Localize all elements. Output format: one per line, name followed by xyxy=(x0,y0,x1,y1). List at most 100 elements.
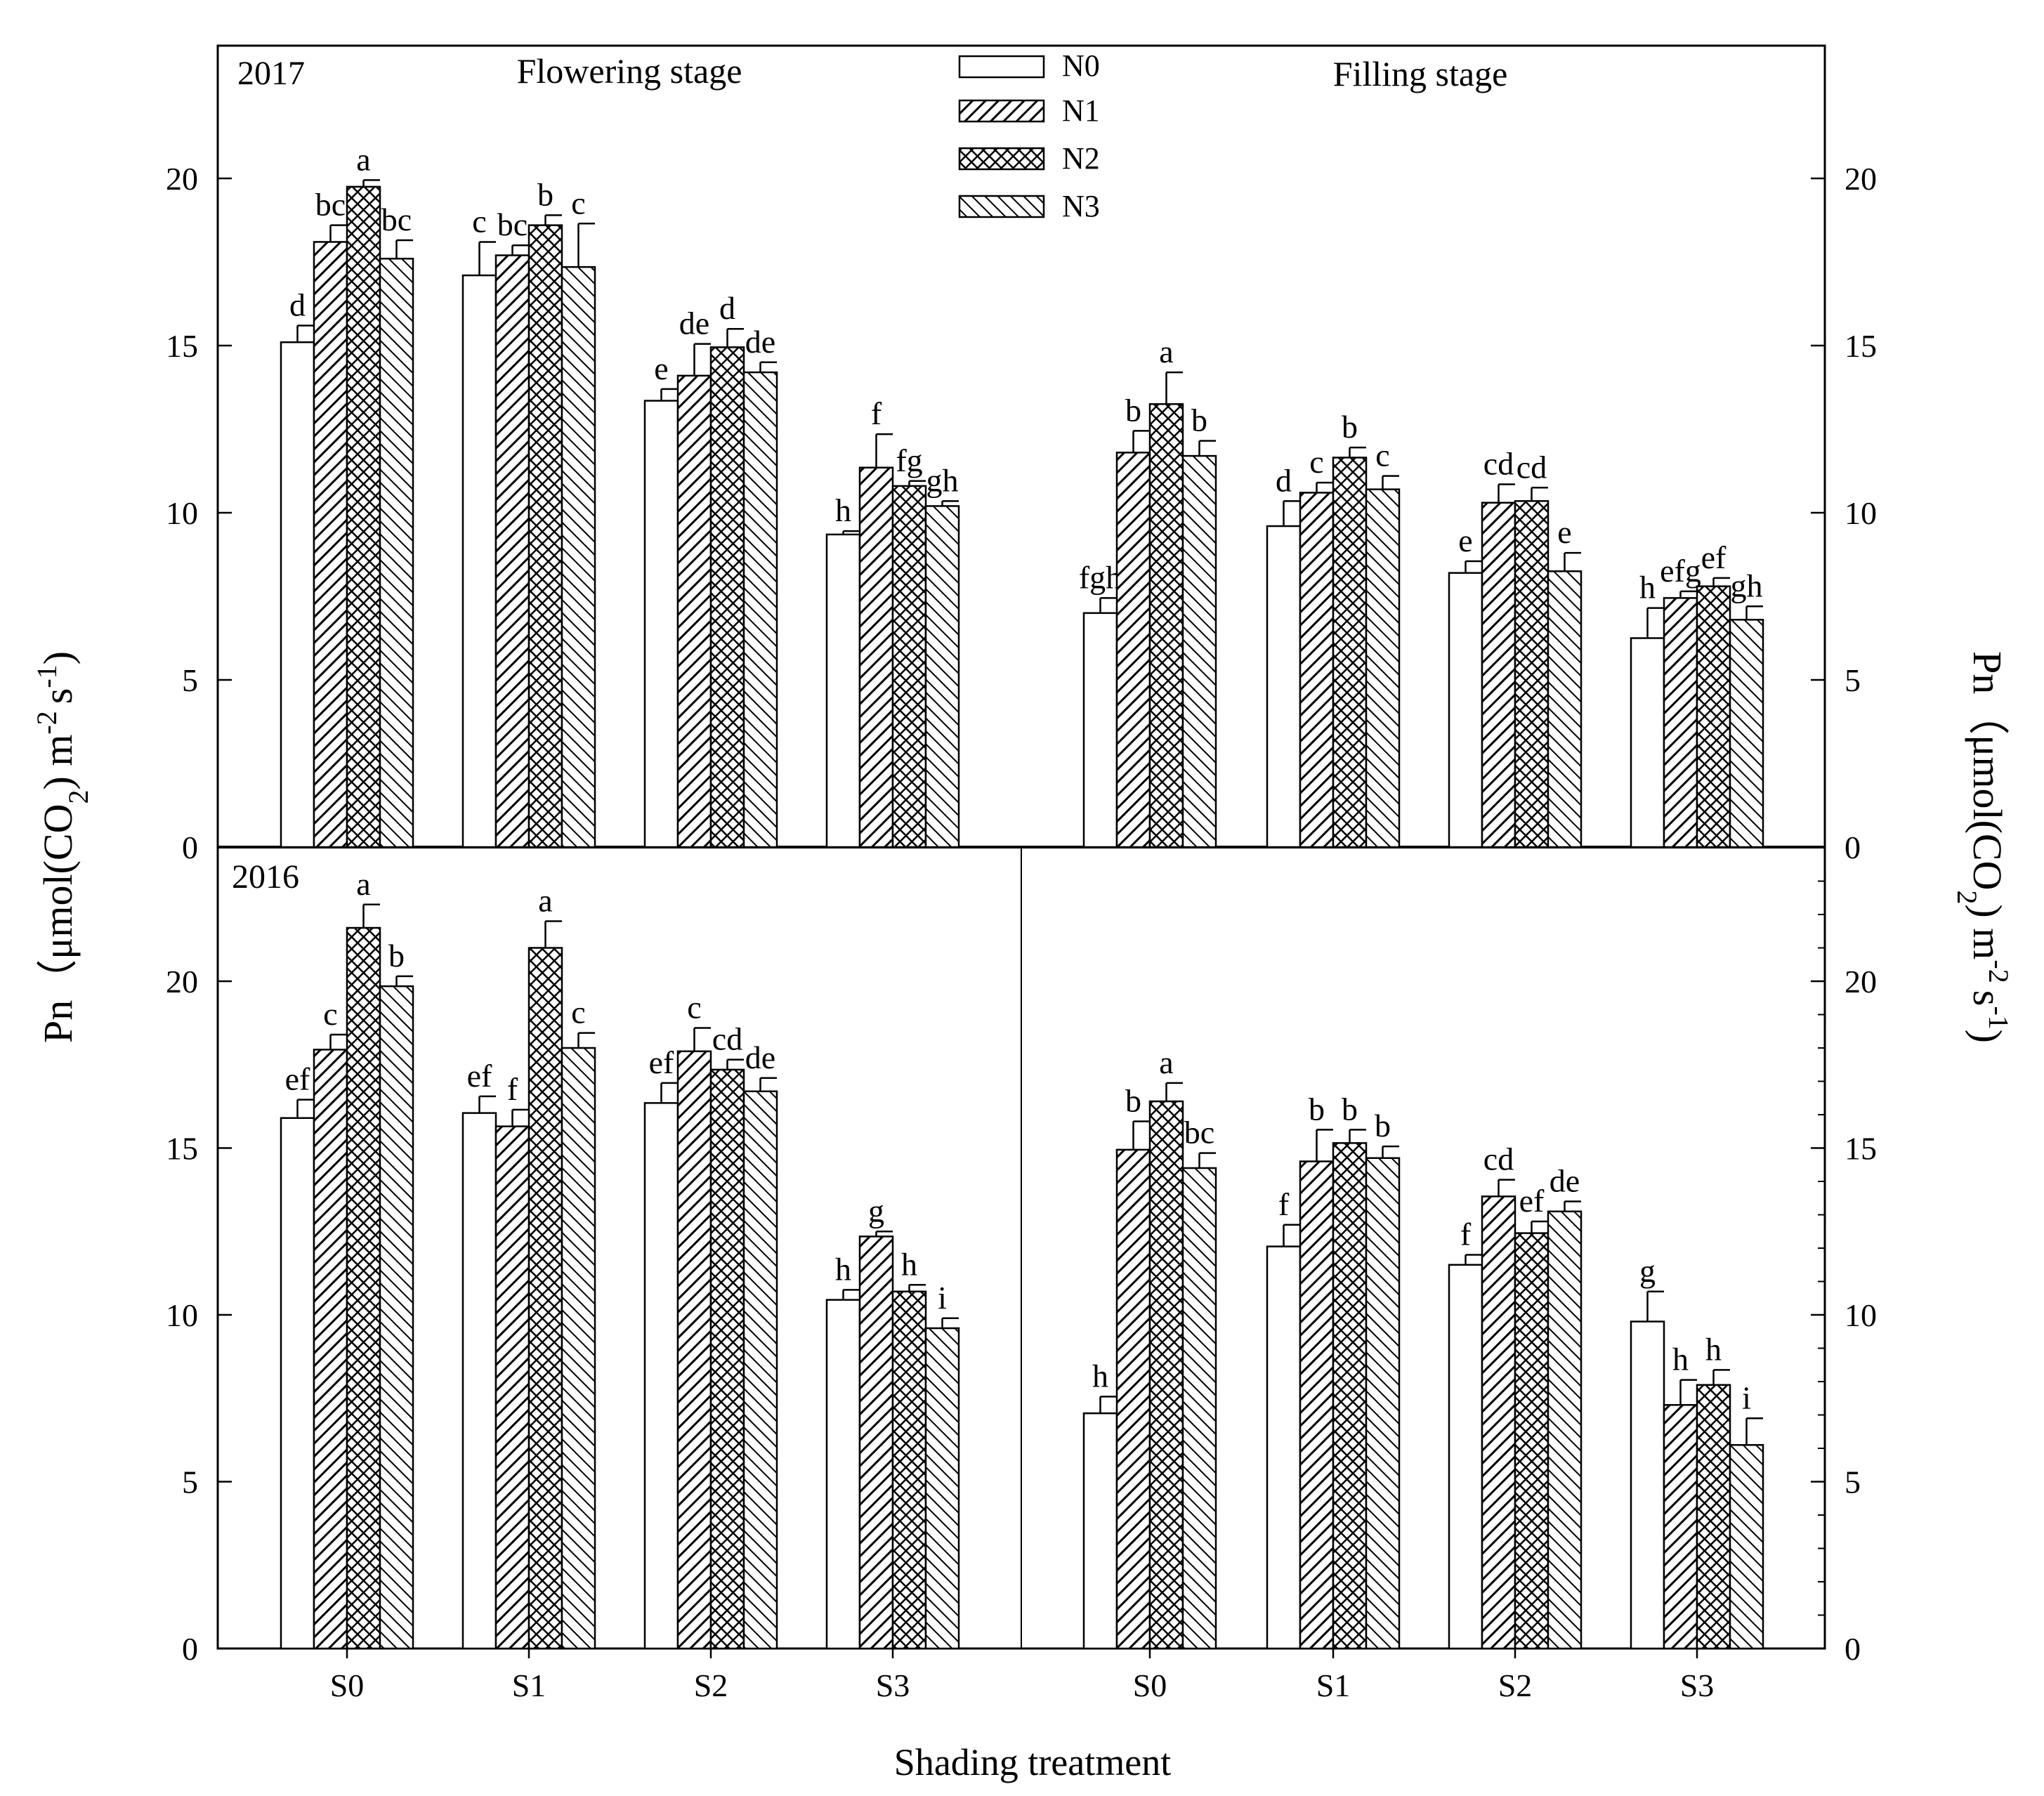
bar-n1-s3 xyxy=(858,1235,894,1650)
bar-n3-s1 xyxy=(1365,488,1401,848)
y-tick-label-right: 10 xyxy=(1845,1297,1877,1333)
y-tick-label-right: 20 xyxy=(1845,964,1877,999)
significance-letter: bc xyxy=(497,207,528,242)
legend-label-n0: N0 xyxy=(1062,48,1100,83)
y-tick-label-left: 5 xyxy=(182,662,198,698)
y-tick-label-left: 10 xyxy=(166,495,198,531)
significance-letter: c xyxy=(323,996,337,1032)
bar-n2-s3 xyxy=(1696,1384,1731,1650)
bar-n3-s0 xyxy=(379,985,414,1650)
bar-n2-s1 xyxy=(1332,457,1368,848)
significance-letter: c xyxy=(687,990,701,1025)
bar-n2-s0 xyxy=(346,926,381,1650)
bar-n1-s1 xyxy=(494,254,530,848)
x-tick-label: S3 xyxy=(876,1667,910,1703)
significance-letter: d xyxy=(1276,462,1292,498)
significance-letter: ef xyxy=(285,1061,310,1097)
significance-letter: de xyxy=(745,1040,775,1075)
significance-letter: d xyxy=(289,287,306,322)
y-axis-title-right: Pn（μmol(CO2) m-2 s-1) xyxy=(1952,651,2015,1043)
bar-n0-s3 xyxy=(1630,637,1665,848)
significance-letter: cd xyxy=(1516,449,1547,485)
bar-n0-s3 xyxy=(825,1299,861,1650)
y-tick-label-left: 15 xyxy=(166,328,198,364)
x-tick-label: S0 xyxy=(330,1667,365,1703)
significance-letter: b xyxy=(1342,1091,1358,1127)
bar-n1-s2 xyxy=(1481,502,1516,848)
significance-letter: bc xyxy=(1184,1115,1214,1151)
bar-n0-s1 xyxy=(461,274,497,848)
bar-n1-s0 xyxy=(313,241,348,848)
bar-n3-s3 xyxy=(1729,1444,1764,1650)
y-tick-label-right: 0 xyxy=(1845,830,1861,865)
x-tick-label: S1 xyxy=(1316,1667,1351,1703)
bar-n0-s3 xyxy=(1630,1320,1665,1650)
bar-n2-s0 xyxy=(1148,403,1184,848)
bar-n3-s1 xyxy=(561,1047,596,1650)
significance-letter: b xyxy=(1125,392,1141,428)
bar-n3-s0 xyxy=(1181,1167,1217,1650)
significance-letter: cd xyxy=(1483,446,1514,482)
significance-letter: h xyxy=(1092,1358,1108,1394)
significance-letter: b xyxy=(1191,402,1207,438)
bar-n1-s1 xyxy=(1299,1160,1335,1650)
significance-letter: c xyxy=(571,185,585,221)
stage-label-filling: Filling stage xyxy=(1333,54,1508,93)
significance-letter: c xyxy=(1309,444,1323,480)
significance-letter: b xyxy=(1309,1091,1325,1127)
bar-n2-s1 xyxy=(528,947,563,1650)
significance-letter: c xyxy=(472,203,486,239)
y-tick-label-left: 15 xyxy=(166,1131,198,1167)
y-tick-label-right: 10 xyxy=(1845,495,1877,531)
significance-letter: b xyxy=(1375,1108,1391,1143)
legend-label-n1: N1 xyxy=(1062,93,1100,128)
bar-n2-s2 xyxy=(709,346,745,848)
significance-letter: de xyxy=(745,324,775,360)
significance-letter: ef xyxy=(1519,1183,1545,1219)
bar-n0-s0 xyxy=(1082,612,1118,848)
significance-letter: e xyxy=(654,350,668,386)
bar-n3-s2 xyxy=(1547,1210,1583,1650)
significance-letter: ef xyxy=(1701,539,1727,575)
y-tick-label-left: 0 xyxy=(182,830,198,865)
bar-n3-s3 xyxy=(1729,619,1764,848)
bar-n0-s2 xyxy=(1448,1264,1483,1650)
year-label-2017: 2017 xyxy=(237,55,305,92)
bar-n0-s0 xyxy=(280,341,315,848)
bar-n2-s2 xyxy=(1514,500,1550,848)
legend-swatch-n1 xyxy=(958,99,1045,123)
significance-letter: b xyxy=(1125,1083,1141,1119)
bar-n0-s0 xyxy=(280,1117,315,1650)
bar-n2-s1 xyxy=(528,224,563,848)
significance-letter: b xyxy=(388,938,405,974)
bar-n3-s0 xyxy=(379,257,414,848)
significance-letter: cd xyxy=(1483,1141,1514,1177)
bar-n1-s3 xyxy=(1663,1404,1698,1650)
bar-n0-s1 xyxy=(1266,1245,1302,1650)
legend-swatch-n2 xyxy=(958,147,1045,171)
x-axis-title: Shading treatment xyxy=(894,1741,1171,1783)
bar-n1-s1 xyxy=(494,1125,530,1650)
x-tick-label: S2 xyxy=(1498,1667,1533,1703)
significance-letter: f xyxy=(1460,1217,1472,1252)
bar-n0-s3 xyxy=(825,533,861,848)
significance-letter: a xyxy=(538,883,552,919)
significance-letter: h xyxy=(1639,570,1656,605)
bar-n1-s0 xyxy=(1115,452,1151,848)
significance-letter: ef xyxy=(649,1044,674,1080)
bar-n2-s2 xyxy=(1514,1232,1550,1650)
bar-n3-s3 xyxy=(924,1327,960,1650)
bar-n1-s2 xyxy=(676,374,712,848)
significance-letter: a xyxy=(356,866,370,902)
y-tick-label-right: 15 xyxy=(1845,328,1877,364)
bar-n3-s3 xyxy=(924,505,960,848)
significance-letter: bc xyxy=(381,202,412,237)
y-tick-label-left: 20 xyxy=(166,964,198,999)
y-tick-label-left: 5 xyxy=(182,1464,198,1500)
significance-letter: i xyxy=(1742,1379,1751,1415)
legend-label-n2: N2 xyxy=(1062,141,1100,176)
significance-letter: fg xyxy=(896,443,922,478)
significance-letter: cd xyxy=(712,1021,742,1057)
bar-n0-s2 xyxy=(643,1102,679,1650)
